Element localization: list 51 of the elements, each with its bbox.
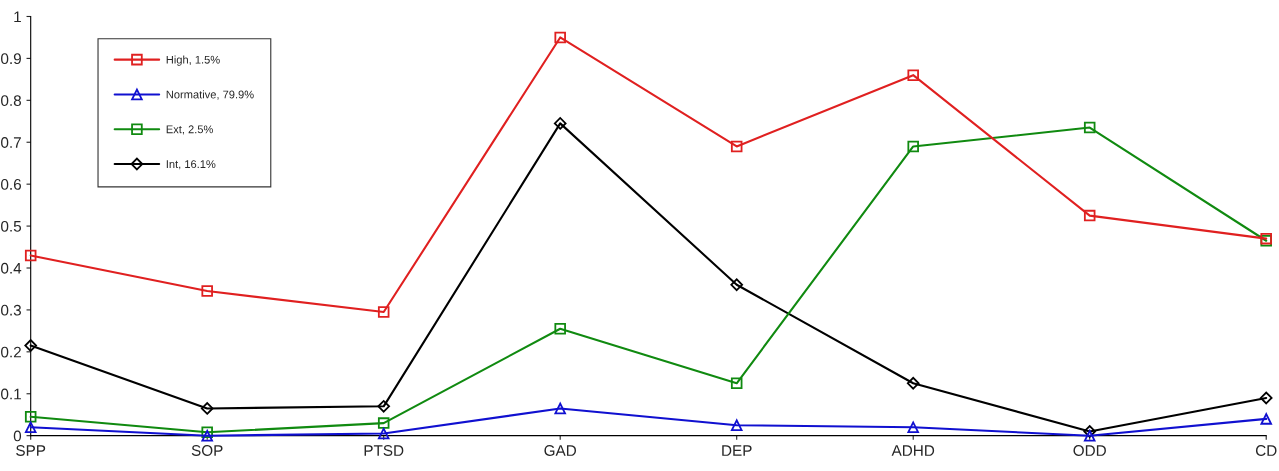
legend-label: Int, 16.1% [166, 160, 216, 170]
point [1083, 209, 1096, 222]
x-tick-label: ADHD [891, 445, 935, 456]
point [554, 31, 566, 44]
y-tick-label: 0.6 [1, 179, 21, 190]
y-tick-label: 1 [14, 11, 21, 23]
y-tick-label: 0 [13, 430, 22, 442]
point [730, 278, 744, 292]
legend-label: High, 1.5% [166, 55, 220, 66]
y-tick-label: 0.5 [1, 220, 22, 232]
point [907, 421, 919, 434]
y-tick-label: 0.7 [1, 137, 21, 148]
point [1260, 413, 1272, 425]
point [1083, 425, 1097, 438]
point [730, 140, 743, 153]
point [1083, 121, 1096, 134]
y-tick-label: 0.4 [1, 262, 22, 274]
point [907, 140, 919, 153]
y-tick-label: 0.9 [1, 53, 21, 65]
point [24, 411, 37, 423]
x-tick-label: DEP [722, 445, 752, 456]
point [377, 306, 390, 318]
point [730, 377, 743, 390]
point [377, 417, 390, 429]
x-tick-label: SPP [16, 445, 46, 456]
point [24, 249, 37, 262]
x-tick-label: ODD [1073, 445, 1106, 456]
point [377, 427, 390, 440]
point [201, 285, 213, 297]
y-tick-label: 0.3 [1, 304, 21, 316]
legend-label: Ext, 2.5% [166, 125, 213, 135]
point [1083, 429, 1096, 442]
x-tick-label: CD [1255, 445, 1277, 456]
point [907, 69, 919, 81]
point [377, 400, 391, 413]
point [730, 419, 743, 431]
x-tick-label: SOP [191, 445, 223, 456]
point [24, 421, 37, 434]
point [553, 117, 567, 130]
point [906, 376, 920, 390]
point [554, 402, 566, 415]
legend-label: Normative, 79.9% [166, 90, 254, 100]
x-tick-label: PTSD [364, 445, 404, 456]
y-tick-label: 0.2 [1, 346, 21, 358]
point [1259, 391, 1273, 405]
point [554, 323, 566, 335]
x-tick-label: GAD [544, 445, 577, 456]
y-tick-label: 0.1 [1, 388, 21, 400]
point [200, 402, 214, 415]
point [24, 339, 38, 352]
y-tick-label: 0.8 [1, 95, 22, 107]
